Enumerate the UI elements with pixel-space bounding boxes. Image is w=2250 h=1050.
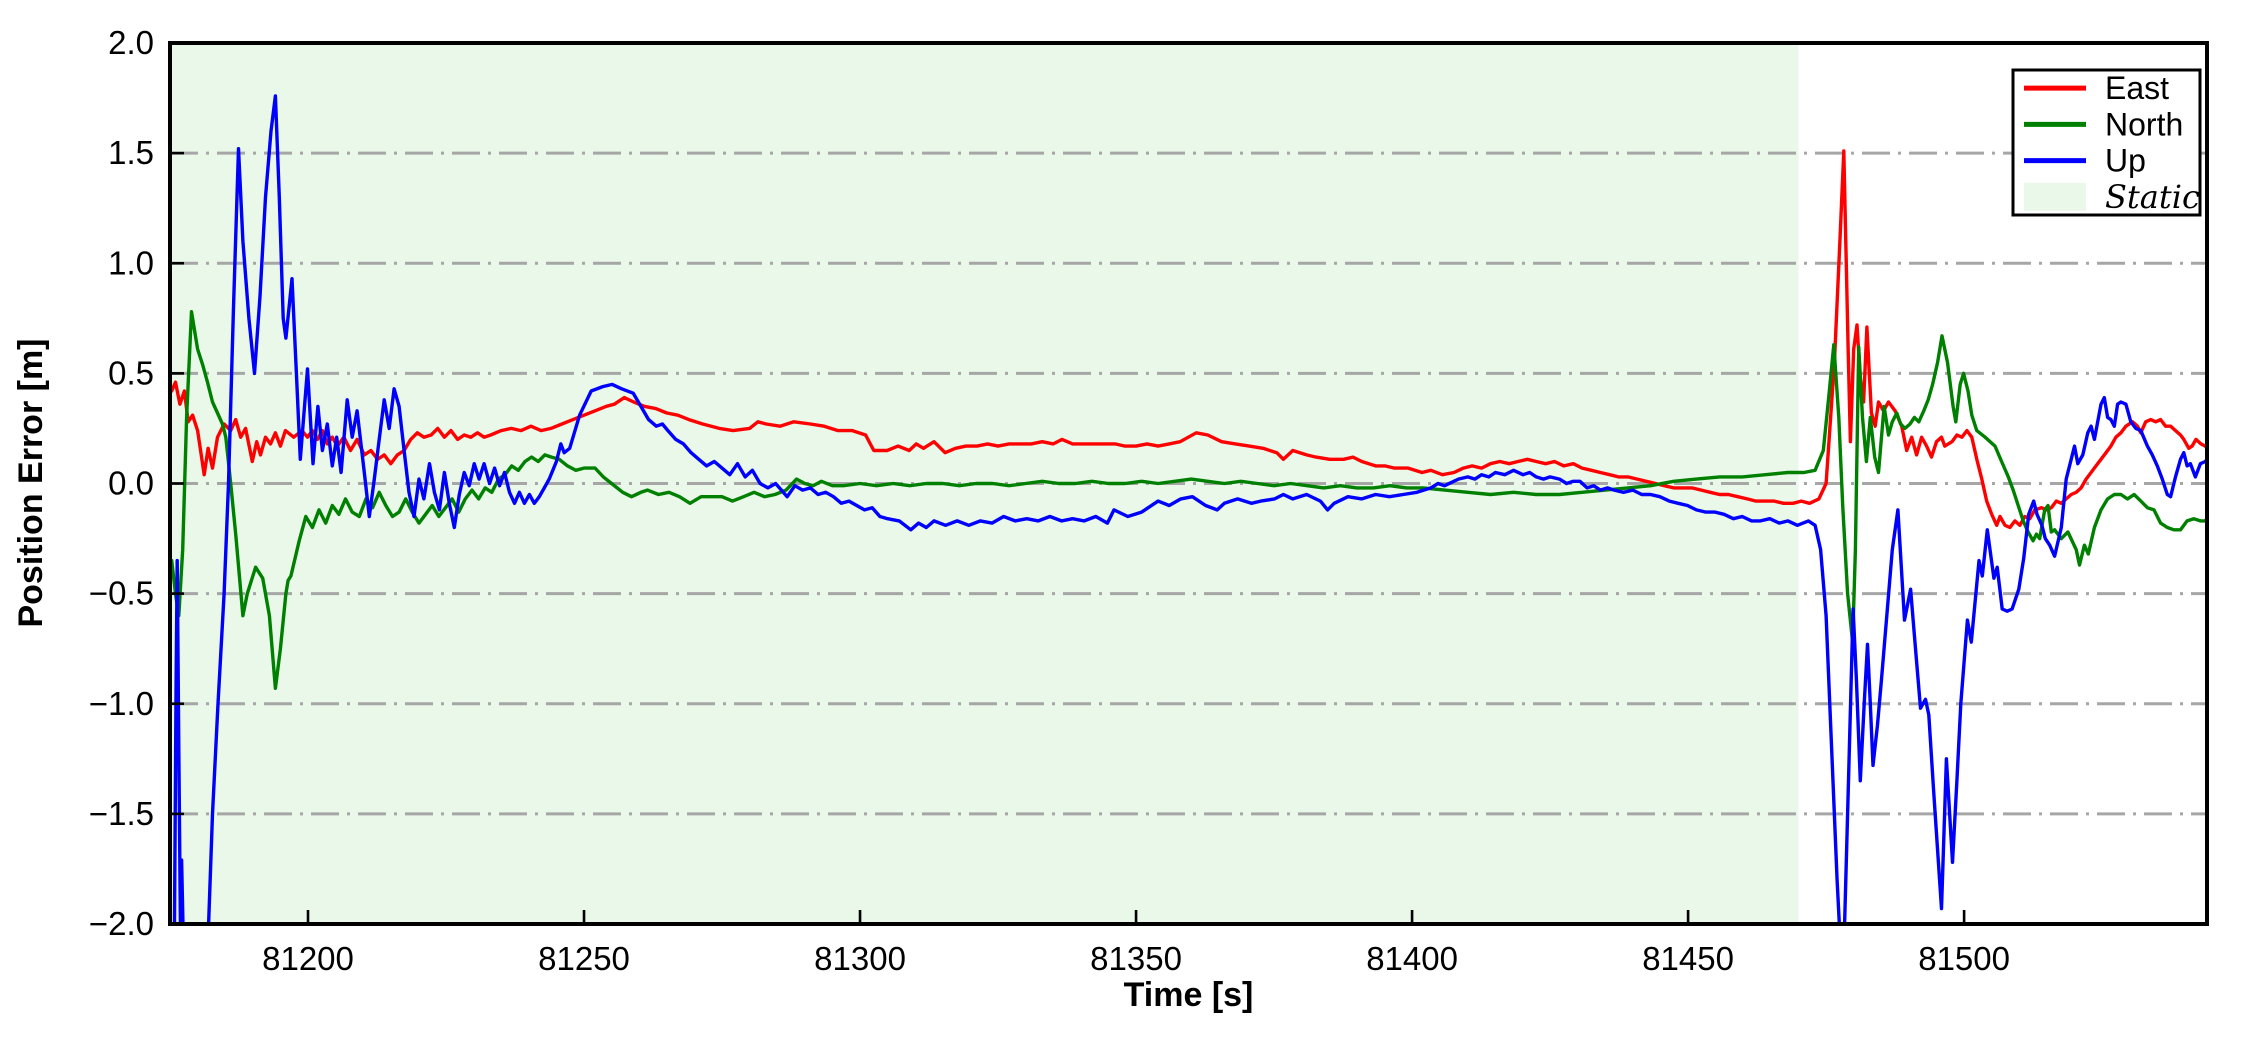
y-tick-label: −1.5 xyxy=(89,795,154,832)
legend-item-north: North xyxy=(2024,106,2183,142)
x-axis-label: Time [s] xyxy=(1123,976,1254,1014)
x-tick-label: 81500 xyxy=(1918,940,2010,977)
ticks xyxy=(170,41,1966,926)
series-line-north xyxy=(170,310,2207,690)
y-tick-label: −2.0 xyxy=(89,905,154,942)
legend-patch-static xyxy=(2024,182,2086,211)
series-group xyxy=(170,94,2207,924)
x-tick-label: 81450 xyxy=(1642,940,1734,977)
y-tick-label: 1.0 xyxy=(108,244,154,281)
x-tick-label: 81350 xyxy=(1090,940,1182,977)
x-tick-label: 81250 xyxy=(538,940,630,977)
y-tick-label: 0.0 xyxy=(108,465,154,502)
legend-label-up: Up xyxy=(2105,143,2146,179)
tick-labels: 81200 81250 81300 81350 81400 81450 81500 −2.0 −… xyxy=(89,24,2010,977)
series-line-up xyxy=(172,94,2207,924)
legend-label-static: Static xyxy=(2105,178,2200,216)
y-tick-label: 0.5 xyxy=(108,354,154,391)
gridlines xyxy=(170,151,2207,816)
y-tick-label: 2.0 xyxy=(108,24,154,61)
y-tick-label: 1.5 xyxy=(108,134,154,171)
legend-item-east: East xyxy=(2024,70,2169,106)
x-tick-label: 81300 xyxy=(814,940,906,977)
x-tick-label: 81200 xyxy=(262,940,354,977)
legend-item-up: Up xyxy=(2024,143,2146,179)
legend-label-east: East xyxy=(2105,70,2169,106)
y-axis-label: Position Error [m] xyxy=(12,338,50,628)
y-tick-label: −1.0 xyxy=(89,685,154,722)
x-tick-label: 81400 xyxy=(1366,940,1458,977)
legend-item-static: Static xyxy=(2024,178,2200,216)
series-line-east xyxy=(170,149,2207,530)
legend-label-north: North xyxy=(2105,106,2183,142)
y-tick-label: −0.5 xyxy=(89,575,154,612)
